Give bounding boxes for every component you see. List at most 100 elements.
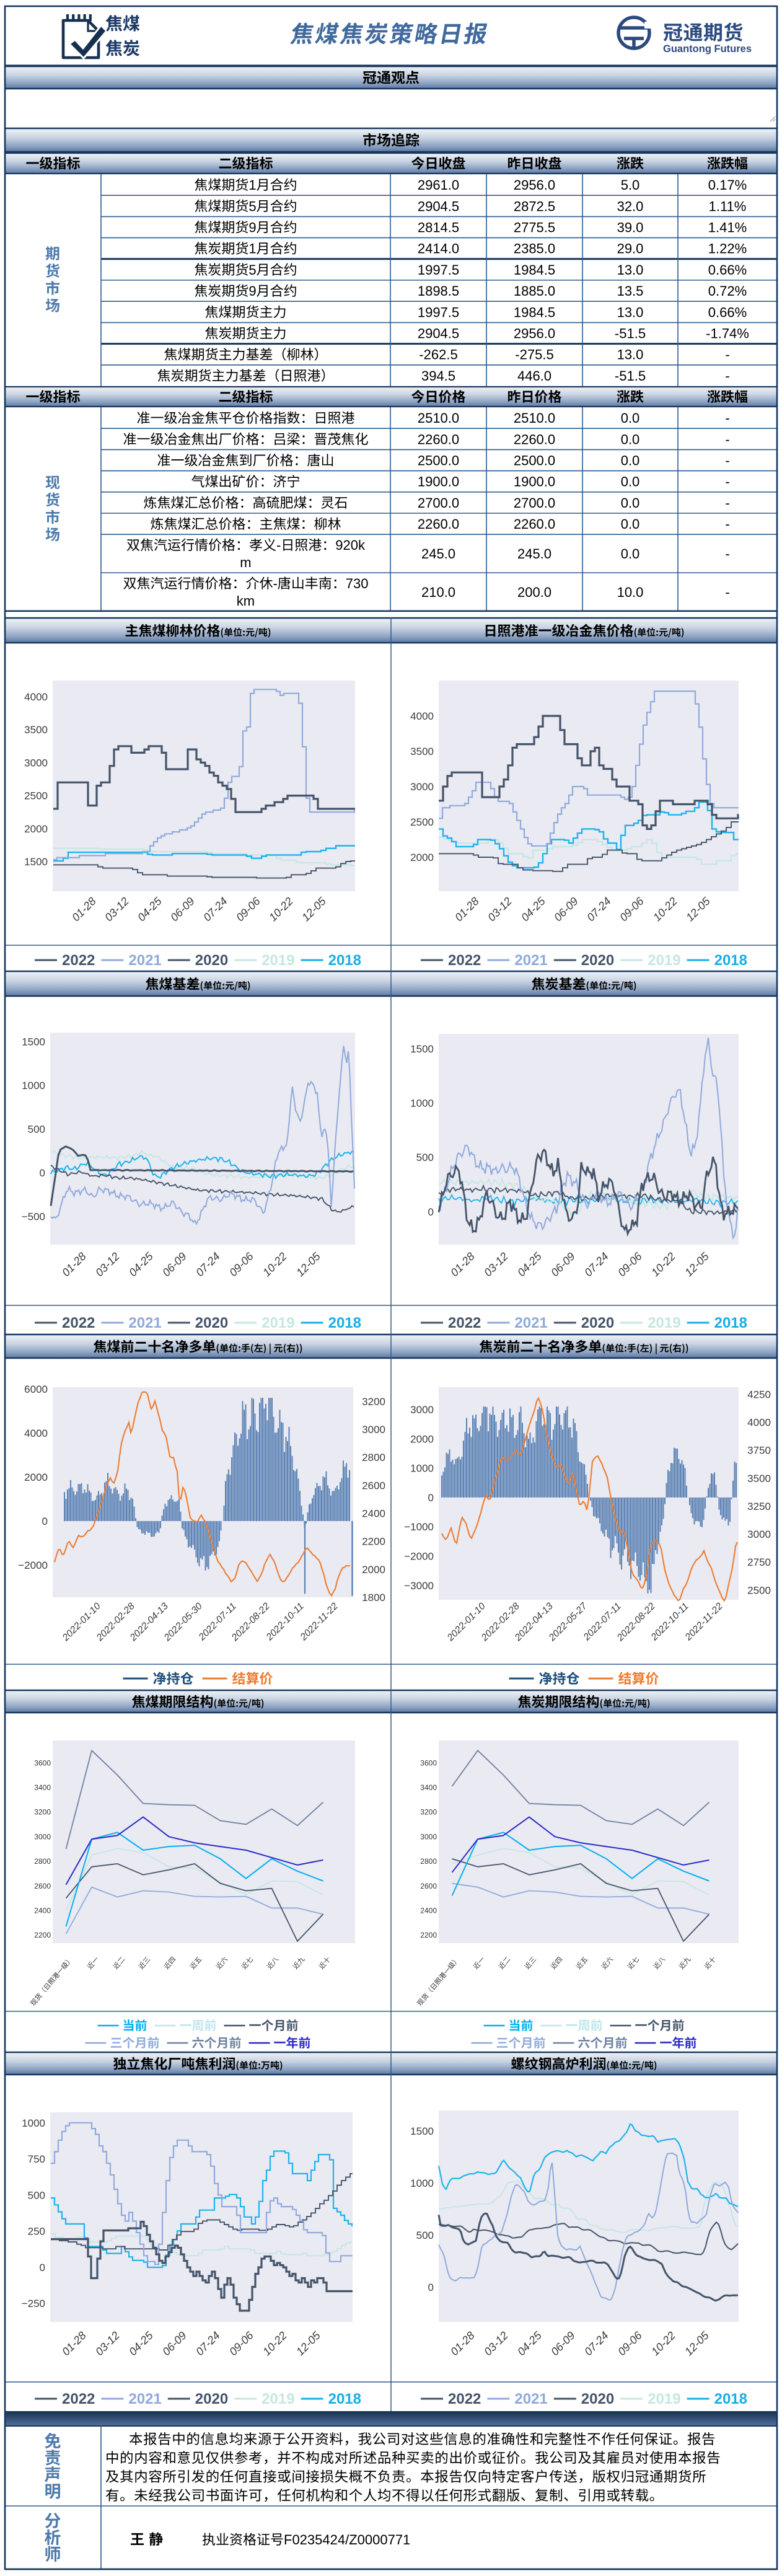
svg-text:1500: 1500	[22, 1036, 45, 1048]
svg-text:2750: 2750	[747, 1556, 771, 1568]
svg-text:0.0: 0.0	[621, 431, 640, 447]
svg-text:10-22: 10-22	[649, 1250, 678, 1279]
svg-text:2800: 2800	[420, 1857, 437, 1866]
svg-text:1000: 1000	[22, 2117, 45, 2129]
svg-text:2500.0: 2500.0	[418, 453, 459, 469]
svg-text:2020: 2020	[581, 2391, 614, 2407]
svg-text:-: -	[725, 368, 729, 384]
svg-text:-: -	[725, 410, 729, 426]
svg-text:32.0: 32.0	[617, 198, 644, 214]
svg-text:2000: 2000	[362, 1564, 385, 1576]
svg-text:2260.0: 2260.0	[418, 516, 459, 532]
svg-text:1000: 1000	[410, 1463, 434, 1475]
svg-text:500: 500	[416, 2230, 434, 2241]
svg-text:1900.0: 1900.0	[514, 474, 555, 490]
svg-text:2020: 2020	[195, 1315, 228, 1331]
svg-text:3000: 3000	[362, 1424, 385, 1436]
svg-text:1900.0: 1900.0	[418, 474, 459, 490]
svg-text:2020: 2020	[581, 1315, 614, 1331]
svg-text:39.0: 39.0	[617, 220, 644, 236]
svg-text:1000: 1000	[410, 1098, 434, 1109]
svg-text:4000: 4000	[410, 710, 434, 722]
svg-text:04-25: 04-25	[126, 1250, 156, 1279]
svg-text:1.41%: 1.41%	[708, 220, 747, 236]
svg-text:2775.5: 2775.5	[514, 220, 555, 236]
svg-text:01-28: 01-28	[69, 895, 99, 924]
svg-text:500: 500	[28, 2189, 45, 2201]
svg-text:-262.5: -262.5	[419, 347, 457, 363]
svg-text:9: 9	[248, 220, 256, 236]
svg-text:03-12: 03-12	[485, 895, 514, 924]
svg-text:5: 5	[248, 262, 256, 278]
svg-text:07-24: 07-24	[201, 895, 230, 924]
svg-text:3200: 3200	[420, 1808, 437, 1817]
svg-text:-: -	[725, 584, 729, 600]
svg-text:01-28: 01-28	[448, 1250, 477, 1279]
svg-text:3400: 3400	[420, 1783, 437, 1792]
svg-text:0: 0	[428, 1492, 434, 1504]
svg-text:-: -	[276, 537, 281, 553]
svg-text:07-24: 07-24	[584, 895, 613, 924]
svg-text:09-06: 09-06	[227, 1250, 256, 1279]
svg-text:2260.0: 2260.0	[514, 516, 555, 532]
svg-text:10-22: 10-22	[649, 2329, 678, 2358]
svg-text:09-06: 09-06	[617, 894, 646, 924]
svg-text:0: 0	[42, 1515, 48, 1527]
svg-text:06-09: 06-09	[548, 2329, 578, 2358]
svg-text:210.0: 210.0	[421, 584, 455, 600]
svg-text:730: 730	[346, 576, 369, 591]
svg-text:0: 0	[40, 2262, 45, 2274]
svg-text:3000: 3000	[420, 1832, 437, 1841]
svg-text:−2000: −2000	[18, 1559, 48, 1571]
svg-text:03-12: 03-12	[93, 1250, 122, 1279]
svg-text:2018: 2018	[714, 1315, 747, 1331]
svg-text:2000: 2000	[24, 823, 48, 835]
svg-text:0.0: 0.0	[621, 474, 640, 490]
svg-text:1800: 1800	[362, 1592, 385, 1603]
svg-text:2510.0: 2510.0	[514, 410, 555, 426]
svg-text:2019: 2019	[648, 2391, 680, 2407]
svg-text:12-05: 12-05	[682, 2329, 711, 2358]
svg-text:0.0: 0.0	[621, 546, 640, 562]
svg-text:2019: 2019	[648, 1315, 680, 1331]
svg-text:1500: 1500	[24, 856, 48, 868]
svg-text:2022: 2022	[62, 2391, 95, 2407]
svg-text:2022: 2022	[62, 952, 95, 969]
svg-text:-: -	[725, 431, 729, 447]
svg-text:2019: 2019	[648, 952, 680, 969]
svg-text:-: -	[725, 516, 729, 532]
svg-text:09-06: 09-06	[615, 2329, 644, 2358]
svg-text:3000: 3000	[410, 1404, 434, 1416]
svg-text:2260.0: 2260.0	[418, 431, 459, 447]
svg-text:0.17%: 0.17%	[708, 177, 747, 193]
svg-text:2956.0: 2956.0	[514, 326, 555, 342]
svg-text:3500: 3500	[410, 746, 434, 757]
svg-text:2500: 2500	[410, 816, 434, 828]
svg-text:2021: 2021	[514, 2391, 547, 2407]
svg-text:2260.0: 2260.0	[514, 431, 555, 447]
svg-text:0.66%: 0.66%	[708, 262, 747, 278]
svg-text:12-05: 12-05	[682, 1250, 711, 1279]
svg-text:0.72%: 0.72%	[708, 283, 747, 299]
svg-text:07-24: 07-24	[193, 2329, 222, 2358]
svg-text:07-24: 07-24	[193, 1250, 222, 1279]
svg-text:12-05: 12-05	[294, 2329, 323, 2358]
svg-text:1984.5: 1984.5	[514, 262, 555, 278]
svg-text:2022: 2022	[448, 1315, 481, 1331]
svg-text:6000: 6000	[24, 1383, 48, 1395]
svg-text:-: -	[725, 347, 729, 363]
svg-text:2956.0: 2956.0	[514, 177, 555, 193]
svg-text:13.0: 13.0	[617, 262, 644, 278]
svg-text:13.0: 13.0	[617, 304, 644, 320]
svg-text:2018: 2018	[714, 952, 747, 969]
svg-text:2814.5: 2814.5	[418, 220, 459, 236]
svg-text:2700.0: 2700.0	[418, 495, 459, 511]
svg-text:3250: 3250	[747, 1501, 771, 1512]
svg-text:1: 1	[248, 177, 256, 193]
svg-text:1984.5: 1984.5	[514, 304, 555, 320]
svg-text:-1.74%: -1.74%	[706, 326, 749, 342]
svg-text:5.0: 5.0	[621, 177, 640, 193]
svg-text:2022: 2022	[448, 2391, 481, 2407]
svg-text:2018: 2018	[714, 2391, 747, 2407]
svg-text:10.0: 10.0	[617, 584, 644, 600]
